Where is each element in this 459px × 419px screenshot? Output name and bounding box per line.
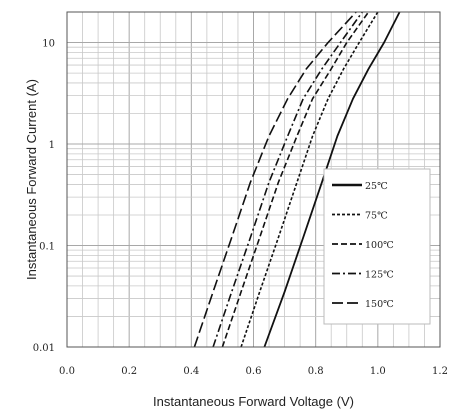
legend-background	[323, 168, 431, 325]
series-line-4	[212, 11, 363, 348]
x-tick-label: 0.8	[308, 366, 324, 377]
series-line-3	[221, 11, 370, 348]
series-layer	[193, 11, 401, 348]
x-tick-label: 1.0	[370, 366, 386, 377]
legend-label-4: 125℃	[365, 270, 394, 281]
legend-label-3: 100℃	[365, 240, 394, 251]
series-line-5	[193, 11, 357, 348]
plot-frame	[66, 11, 441, 348]
x-axis-title: Instantaneous Forward Voltage (V)	[153, 394, 354, 409]
y-tick-label: 10	[42, 39, 55, 50]
x-tick-label: 1.2	[432, 366, 448, 377]
x-tick-label: 0.0	[59, 366, 75, 377]
legend-label-2: 75℃	[365, 211, 388, 222]
y-tick-label: 1	[49, 140, 55, 151]
x-tick-label: 0.4	[183, 366, 199, 377]
legend-label-5: 150℃	[365, 299, 394, 310]
x-tick-label: 0.2	[121, 366, 137, 377]
x-tick-label: 0.6	[246, 366, 262, 377]
legend-label-1: 25℃	[365, 181, 388, 192]
series-line-1	[263, 11, 401, 348]
tick-layer: 0.0 0.2 0.4 0.6 0.8 1.0 1.2 0.01 0.1 1 10	[33, 39, 448, 377]
y-tick-label: 0.01	[33, 343, 55, 354]
y-axis-title: Instantaneous Forward Current (A)	[24, 79, 39, 280]
y-tick-label: 0.1	[39, 242, 55, 253]
legend-box: 25℃ 75℃ 100℃ 125℃ 150℃	[323, 168, 431, 325]
series-line-2	[240, 11, 379, 348]
